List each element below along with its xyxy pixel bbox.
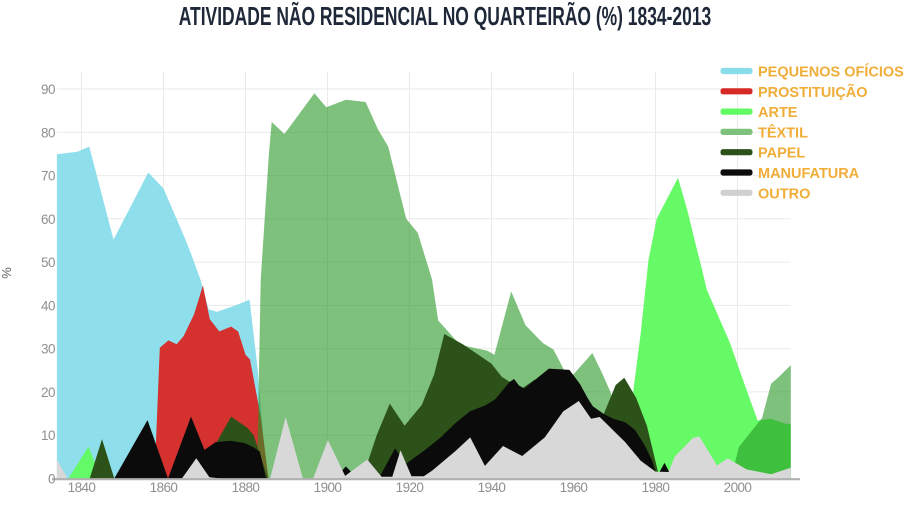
svg-text:1980: 1980 [642,480,670,495]
svg-text:PEQUENOS OFÍCIOS: PEQUENOS OFÍCIOS [758,64,904,81]
svg-text:40: 40 [41,298,55,313]
svg-text:10: 10 [41,428,55,443]
svg-text:0: 0 [48,472,55,487]
svg-text:80: 80 [41,125,55,140]
svg-text:PROSTITUIÇÃO: PROSTITUIÇÃO [758,83,868,101]
svg-text:20: 20 [41,385,55,400]
svg-text:1920: 1920 [396,480,424,495]
svg-text:MANUFATURA: MANUFATURA [758,166,860,182]
svg-text:30: 30 [41,342,55,357]
svg-text:OUTRO: OUTRO [758,186,810,202]
svg-text:1940: 1940 [478,480,506,495]
svg-text:PAPEL: PAPEL [758,146,805,162]
svg-text:2000: 2000 [724,480,752,495]
svg-text:ARTE: ARTE [758,105,798,121]
svg-text:1900: 1900 [314,480,342,495]
svg-text:%: % [0,267,14,279]
svg-text:70: 70 [41,169,55,184]
svg-text:1840: 1840 [68,480,96,495]
svg-text:1880: 1880 [232,480,260,495]
svg-text:TÊXTIL: TÊXTIL [758,123,808,141]
svg-text:ATIVIDADE NÃO RESIDENCIAL NO Q: ATIVIDADE NÃO RESIDENCIAL NO QUARTEIRÃO … [179,2,711,31]
svg-text:60: 60 [41,212,55,227]
svg-text:90: 90 [41,82,55,97]
svg-text:1960: 1960 [560,480,588,495]
svg-text:50: 50 [41,255,55,270]
svg-text:1860: 1860 [150,480,178,495]
